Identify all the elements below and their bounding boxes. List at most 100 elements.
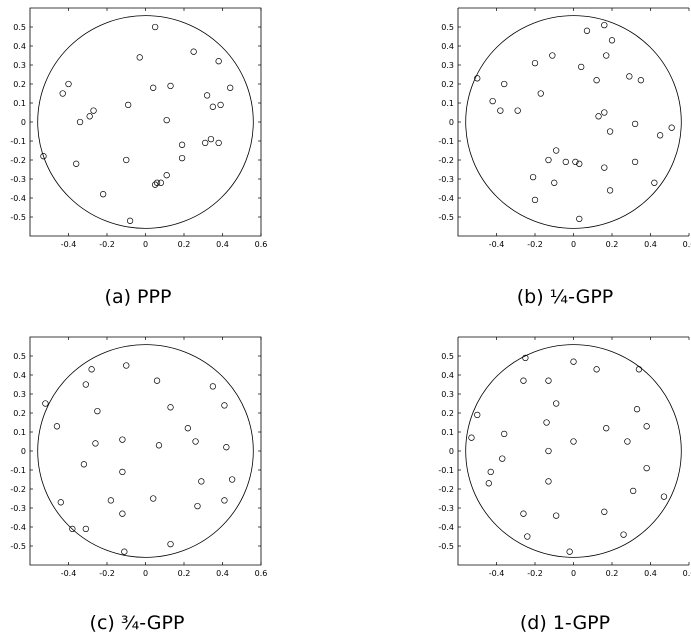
data-point-a xyxy=(59,90,66,97)
data-point-c xyxy=(69,525,76,533)
y-tick-label-b: -0.1 xyxy=(438,137,454,146)
axes-frame-c xyxy=(29,336,262,566)
data-point-d xyxy=(643,464,650,472)
data-point-c xyxy=(82,381,89,388)
y-tick-label-a: 0 xyxy=(21,118,26,127)
data-point-d xyxy=(474,411,481,419)
y-tick-label-a: 0.1 xyxy=(13,99,26,108)
data-point-d xyxy=(545,377,552,384)
data-point-a xyxy=(190,48,197,55)
x-tick-label-d: -0.4 xyxy=(489,569,505,578)
data-point-a xyxy=(65,80,72,88)
scatter-plot-d: -0.4 -0.2 0 0.2 0.4 0.6 0.5 0.4 0.3 0.2 0.1 0 -0.1 -0… xyxy=(438,336,691,578)
data-point-c xyxy=(167,540,174,548)
data-point-b xyxy=(603,52,610,59)
axes-frame-b xyxy=(457,7,689,237)
y-tick-label-c: 0.3 xyxy=(13,390,26,399)
data-point-d xyxy=(553,400,560,407)
data-point-a xyxy=(126,217,134,224)
data-point-a xyxy=(202,139,209,147)
data-point-a xyxy=(150,84,157,91)
data-point-c xyxy=(150,495,157,502)
data-point-b xyxy=(529,173,537,181)
data-point-b xyxy=(549,52,556,59)
data-point-c xyxy=(88,366,95,373)
data-point-d xyxy=(601,508,608,515)
data-point-d xyxy=(485,480,492,487)
scatter-plot-c: -0.4 -0.2 0 0.2 0.4 0.6 0.5 0.4 0.3 0.2 0.1 0 -0.1 -0… xyxy=(10,336,268,578)
y-tick-label-b: 0.1 xyxy=(441,99,454,108)
data-point-c xyxy=(155,442,163,449)
x-tick-label-b: 0.6 xyxy=(683,240,691,249)
y-tick-label-a: -0.3 xyxy=(10,175,26,184)
data-point-c xyxy=(184,425,192,432)
y-tick-label-b: 0.2 xyxy=(441,80,454,89)
x-tick-label-a: 0.2 xyxy=(178,240,191,249)
data-point-b xyxy=(576,215,583,223)
data-point-d xyxy=(570,358,577,365)
data-point-b xyxy=(651,179,658,186)
y-tick-label-b: 0 xyxy=(449,118,454,127)
x-tick-label-a: 0.6 xyxy=(255,240,268,249)
y-tick-label-c: 0 xyxy=(21,447,26,456)
x-tick-label-b: 0 xyxy=(571,240,576,249)
data-point-d xyxy=(660,493,668,500)
y-tick-label-a: -0.4 xyxy=(10,194,26,203)
data-point-b xyxy=(583,27,591,34)
y-tick-label-c: -0.4 xyxy=(10,523,26,532)
data-point-a xyxy=(99,191,107,198)
y-tick-label-c: -0.2 xyxy=(10,485,26,494)
data-point-d xyxy=(520,377,527,384)
y-tick-label-d: -0.4 xyxy=(438,523,454,532)
data-point-d xyxy=(522,354,529,362)
y-tick-label-c: -0.3 xyxy=(10,504,26,513)
data-point-d xyxy=(545,478,552,485)
y-tick-label-d: 0.1 xyxy=(441,428,454,437)
data-point-d xyxy=(570,438,577,445)
caption-b: (b) ¼-GPP xyxy=(517,286,614,308)
scatter-plot-b: -0.4 -0.2 0 0.2 0.4 0.6 0.5 0.4 0.3 0.2 0.1 0 -0.1 -0… xyxy=(438,7,691,249)
y-tick-label-d: 0.4 xyxy=(441,371,454,380)
data-point-a xyxy=(215,58,222,65)
data-point-a xyxy=(163,116,170,124)
y-tick-label-b: -0.4 xyxy=(438,194,454,203)
data-point-d xyxy=(487,468,494,476)
x-tick-label-a: -0.4 xyxy=(61,240,77,249)
data-point-b xyxy=(606,187,614,194)
y-tick-label-d: -0.3 xyxy=(438,504,454,513)
y-tick-label-d: 0.3 xyxy=(441,390,454,399)
y-tick-label-c: 0.1 xyxy=(13,428,26,437)
x-tick-label-c: 0.6 xyxy=(255,569,268,578)
data-point-b xyxy=(553,147,560,154)
data-point-c xyxy=(82,525,89,533)
data-point-c xyxy=(221,497,228,504)
axes-frame-d xyxy=(457,336,689,566)
data-point-c xyxy=(221,402,228,409)
data-point-a xyxy=(76,118,84,126)
data-point-a xyxy=(136,54,143,61)
x-tick-label-d: 0.4 xyxy=(644,569,657,578)
data-point-a xyxy=(73,160,80,167)
data-point-b xyxy=(601,109,608,116)
data-point-a xyxy=(207,135,215,143)
data-point-b xyxy=(656,132,664,139)
data-point-c xyxy=(194,502,201,510)
x-tick-label-a: 0 xyxy=(143,240,148,249)
data-point-a xyxy=(153,179,161,186)
y-tick-label-c: -0.1 xyxy=(10,466,26,475)
y-tick-label-c: 0.5 xyxy=(13,352,26,361)
data-point-c xyxy=(198,478,205,485)
data-point-a xyxy=(163,172,170,179)
caption-c: (c) ¾-GPP xyxy=(90,612,185,634)
data-point-b xyxy=(572,158,579,166)
data-point-c xyxy=(209,383,217,390)
caption-d: (d) 1-GPP xyxy=(520,612,610,634)
data-point-a xyxy=(227,84,234,91)
y-tick-label-a: -0.2 xyxy=(10,156,26,165)
data-point-b xyxy=(595,113,602,120)
boundary-circle-d xyxy=(465,344,682,558)
data-point-a xyxy=(178,154,186,162)
data-point-c xyxy=(107,497,114,504)
data-point-b xyxy=(631,158,639,166)
y-tick-label-b: 0.3 xyxy=(441,61,454,70)
